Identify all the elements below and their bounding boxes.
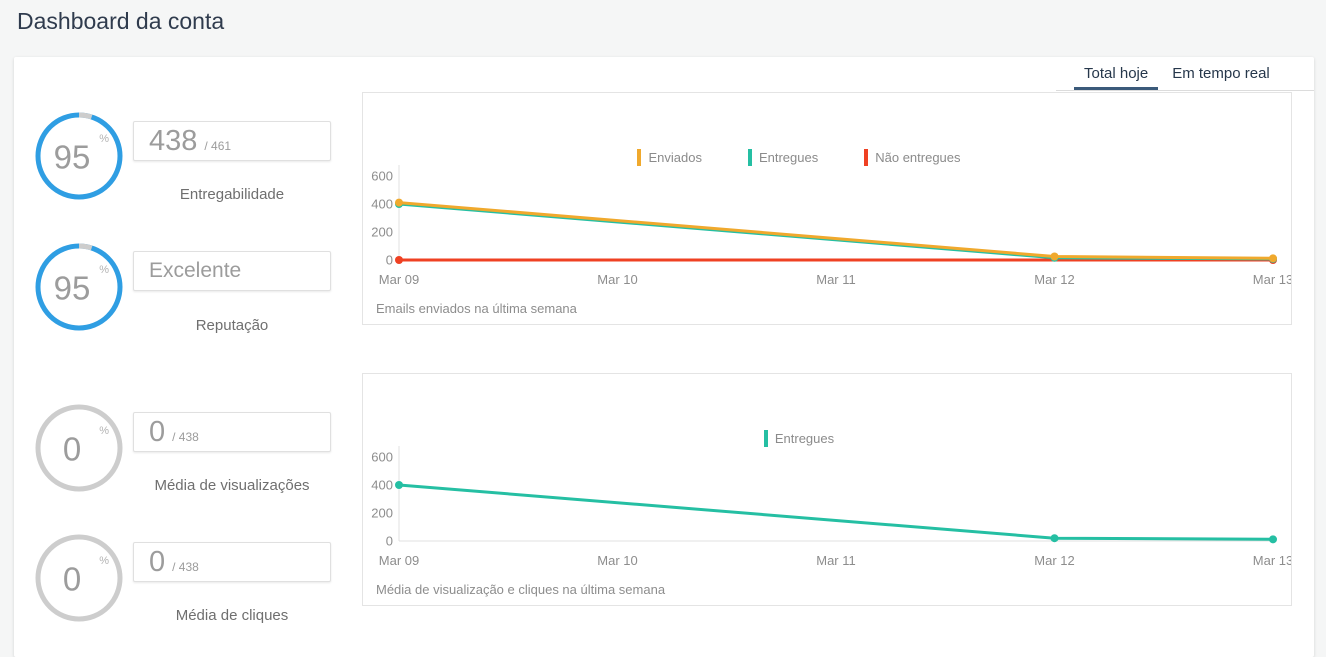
svg-text:200: 200 [371,225,393,240]
legend-swatch [637,149,642,166]
legend-label: Não entregues [875,150,961,165]
metric-label-media-visualizacoes: Média de visualizações [154,477,310,494]
metric-card-media-cliques: 0 / 438 [133,542,331,582]
chart-tabbar: Total hoje Em tempo real [1056,60,1314,91]
line-chart: 0 200 400 600 Mar 09 Mar 10 Mar 11 Mar 12 Mar 13 [371,165,1291,287]
svg-text:Mar 13: Mar 13 [1253,553,1291,568]
legend-label: Entregues [758,150,819,165]
legend-swatch [864,149,869,166]
gauge-percent-unit: % [99,425,109,437]
metric-total: / 461 [204,139,232,153]
gauge-media-visualizacoes: 0 % [34,403,124,493]
svg-text:Mar 12: Mar 12 [1034,553,1074,568]
metric-label-entregabilidade: Entregabilidade [179,186,285,203]
gauge-entregabilidade: 95 % [34,111,124,201]
gauge-percent-unit: % [99,133,109,145]
legend-label: Enviados [648,150,702,165]
svg-text:600: 600 [371,450,393,465]
gauge-percent-unit: % [99,264,109,276]
legend-label: Entregues [774,431,835,446]
chart-caption: Emails enviados na última semana [376,301,577,316]
metric-total: / 438 [172,430,199,444]
metric-value: 0 [149,546,166,578]
tab-total-hoje[interactable]: Total hoje [1074,60,1158,90]
metric-value: 0 [149,416,166,448]
gauge-percent: 0 [62,430,82,468]
svg-text:400: 400 [371,478,393,493]
svg-text:400: 400 [371,197,393,212]
gauge-percent-unit: % [99,555,109,567]
metric-card-reputacao: Excelente [133,251,331,291]
chart-legend: Entregues [363,430,1235,447]
metric-card-media-visualizacoes: 0 / 438 [133,412,331,452]
legend-item: Entregues [747,149,819,166]
metric-value: 438 [149,125,198,157]
legend-swatch [747,149,752,166]
gauge-ring [35,404,123,492]
chart-legend: Enviados Entregues Não entregues [363,149,1235,166]
svg-text:Mar 10: Mar 10 [597,553,637,568]
gauge-percent: 95 [53,138,91,176]
svg-text:200: 200 [371,506,393,521]
gauge-percent: 95 [53,269,91,307]
chart-emails-enviados: 0 200 400 600 Mar 09 Mar 10 Mar 11 Mar 12 Mar 13… [362,92,1292,325]
metric-label-reputacao: Reputação [195,317,269,334]
gauge-ring [35,534,123,622]
metric-value: Excelente [149,259,242,282]
chart-visualizacao-cliques: 0 200 400 600 Mar 09 Mar 10 Mar 11 Mar 12 Mar 13… [362,373,1292,606]
svg-text:Mar 13: Mar 13 [1253,272,1291,287]
gauge-ring [35,112,123,200]
svg-text:600: 600 [371,169,393,184]
gauge-reputacao: 95 % [34,242,124,332]
metric-total: / 438 [172,560,199,574]
svg-text:Mar 09: Mar 09 [379,553,419,568]
gauge-media-cliques: 0 % [34,533,124,623]
page-title: Dashboard da conta [17,8,225,34]
svg-text:Mar 10: Mar 10 [597,272,637,287]
line-chart: 0 200 400 600 Mar 09 Mar 10 Mar 11 Mar 12 Mar 13 [371,446,1291,568]
svg-text:Mar 09: Mar 09 [379,272,419,287]
legend-swatch [763,430,768,447]
legend-item: Entregues [763,430,835,447]
svg-text:Mar 12: Mar 12 [1034,272,1074,287]
legend-item: Enviados [637,149,702,166]
svg-text:0: 0 [386,253,393,268]
tab-em-tempo-real[interactable]: Em tempo real [1172,65,1270,82]
svg-text:0: 0 [386,534,393,549]
gauge-ring [35,243,123,331]
metric-card-entregabilidade: 438 / 461 [133,121,331,161]
legend-item: Não entregues [864,149,961,166]
gauge-percent: 0 [62,560,82,598]
svg-text:Mar 11: Mar 11 [816,553,856,568]
chart-caption: Média de visualização e cliques na últim… [376,582,666,597]
metric-label-media-cliques: Média de cliques [175,607,289,624]
svg-text:Mar 11: Mar 11 [816,272,856,287]
